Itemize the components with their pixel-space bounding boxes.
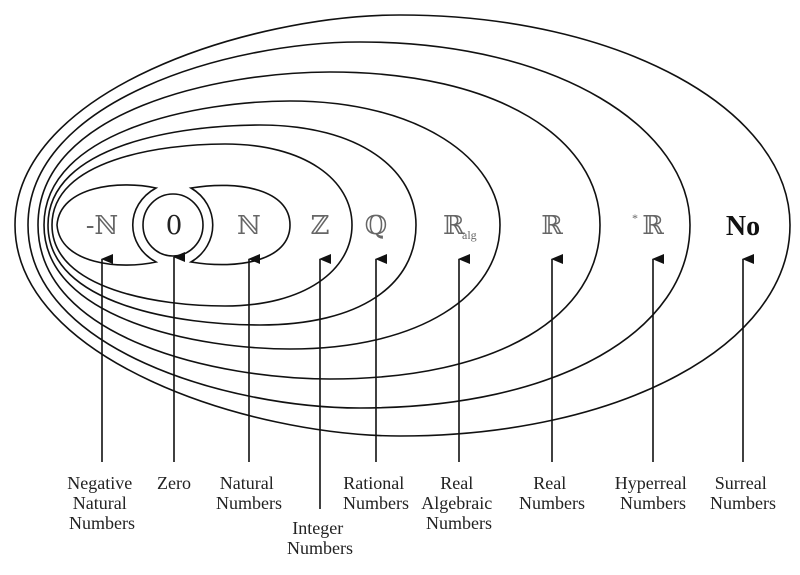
symbol-real-algebraic-subscript: alg: [462, 228, 477, 242]
label-zero: Zero: [157, 473, 191, 493]
symbol-hyperreal-prefix: *: [632, 211, 638, 225]
surreal-boundary: [14, 14, 791, 437]
symbol-real: ℝ: [541, 211, 563, 241]
set-symbols: -ℕ 0 ℕ ℤ ℚ ℝ alg ℝ * ℝ No: [86, 211, 760, 242]
label-neg-natural: Negative Natural Numbers: [67, 473, 136, 533]
label-integer: Integer Numbers: [287, 518, 353, 558]
rational-boundary: [47, 124, 417, 326]
natural-boundary: [188, 184, 291, 266]
label-real: Real Numbers: [519, 473, 585, 513]
symbol-zero: 0: [166, 211, 183, 241]
symbol-surreal: No: [726, 211, 760, 242]
label-natural: Natural Numbers: [216, 473, 282, 513]
arrows: [101, 252, 754, 509]
set-boundaries: [14, 14, 791, 437]
symbol-integer: ℤ: [311, 211, 330, 241]
label-hyperreal: Hyperreal Numbers: [615, 473, 691, 513]
symbol-rational: ℚ: [365, 211, 388, 241]
symbol-neg-natural: -ℕ: [86, 211, 119, 241]
label-surreal: Surreal Numbers: [710, 473, 776, 513]
label-real-algebraic: Real Algebraic Numbers: [421, 473, 496, 533]
symbol-hyperreal: ℝ: [642, 211, 664, 241]
neg-natural-boundary: [56, 184, 159, 266]
real-algebraic-boundary: [43, 100, 501, 350]
integer-boundary: [51, 143, 353, 307]
symbol-natural: ℕ: [237, 211, 261, 241]
hyperreal-boundary: [27, 41, 691, 409]
real-boundary: [37, 71, 601, 380]
set-labels: Negative Natural Numbers Zero Natural Nu…: [67, 473, 776, 558]
symbol-real-algebraic: ℝ: [443, 211, 465, 241]
label-rational: Rational Numbers: [343, 473, 409, 513]
